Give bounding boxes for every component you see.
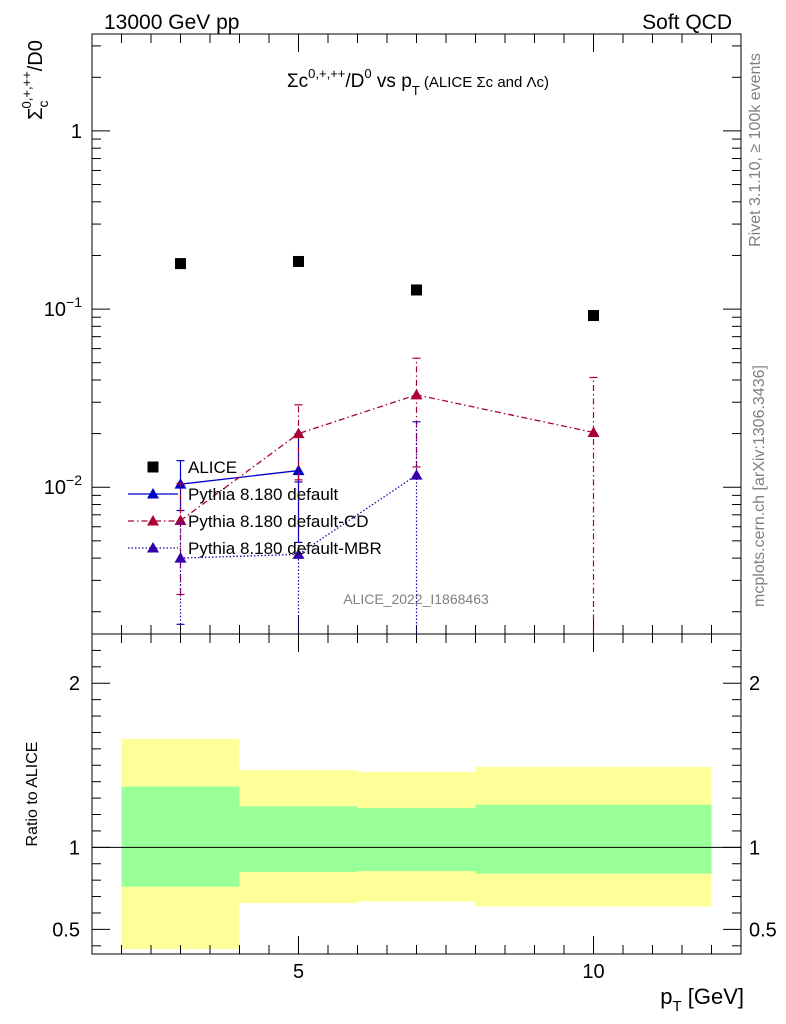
series-line <box>180 394 594 522</box>
ratio-y-tick-label-right: 2 <box>749 673 760 695</box>
ratio-plot-frame <box>91 633 742 955</box>
header-process-label: Soft QCD <box>642 11 732 34</box>
legend-item: ALICE <box>147 458 237 477</box>
series-0 <box>175 255 599 322</box>
main-plot-title: Σc0,+,++/D0 vs pT (ALICE Σc and Λc) <box>287 66 549 98</box>
ratio-y-tick-label-right: 1 <box>749 837 760 859</box>
ratio-uncertainty-bands <box>121 739 712 950</box>
ratio-axis-ticks <box>92 634 741 954</box>
legend-item: Pythia 8.180 default-MBR <box>128 539 382 558</box>
legend-label: Pythia 8.180 default-MBR <box>188 539 382 558</box>
inner-band <box>239 806 358 872</box>
data-point <box>292 548 305 559</box>
main-y-axis-label: Σc0,+,++/D0 <box>19 40 51 120</box>
svg-text:Σc0,+,++/D0: Σc0,+,++/D0 <box>19 40 51 120</box>
legend-item: Pythia 8.180 default-CD <box>128 512 369 531</box>
data-point <box>588 310 599 322</box>
ratio-y-tick-labels: 2 2 1 1 0.5 0.5 <box>52 673 777 941</box>
legend-item: Pythia 8.180 default <box>128 485 339 504</box>
data-point <box>292 427 305 439</box>
rivet-version-label: Rivet 3.1.10, ≥ 100k events <box>747 53 764 247</box>
legend: ALICE Pythia 8.180 default Pythia 8.180 de… <box>128 458 382 558</box>
x-tick-label: 10 <box>582 961 604 983</box>
ratio-y-tick-label-left: 1 <box>69 837 80 859</box>
data-point <box>410 469 423 480</box>
data-point <box>410 388 423 400</box>
inner-band <box>357 807 476 872</box>
y-tick-label: 10−2 <box>44 472 82 499</box>
legend-marker <box>147 488 159 499</box>
main-y-tick-labels: 1 10−1 10−2 <box>44 121 82 499</box>
legend-marker <box>147 542 159 553</box>
header-energy-label: 13000 GeV pp <box>104 11 239 34</box>
mcplots-citation-label: mcplots.cern.ch [arXiv:1306.3436] <box>751 365 768 607</box>
main-axis-ticks <box>92 34 741 634</box>
y-tick-label: 10−1 <box>44 294 82 321</box>
y-tick-label: 1 <box>71 121 82 143</box>
series-3 <box>174 421 423 634</box>
ratio-y-axis-label: Ratio to ALICE <box>24 742 41 847</box>
inner-band <box>475 804 712 874</box>
main-data-series <box>174 255 600 634</box>
data-point <box>175 258 186 270</box>
data-point <box>587 426 600 437</box>
x-tick-labels: 5 10 <box>293 961 605 983</box>
inner-band <box>121 786 240 887</box>
ratio-y-tick-label-left: 2 <box>69 673 80 695</box>
legend-label: ALICE <box>188 458 237 477</box>
legend-label: Pythia 8.180 default <box>188 485 339 504</box>
data-point <box>293 255 304 267</box>
series-line <box>180 474 417 559</box>
legend-label: Pythia 8.180 default-CD <box>188 512 369 531</box>
data-point <box>174 552 187 563</box>
ratio-y-tick-label-right: 0.5 <box>749 919 777 941</box>
x-tick-label: 5 <box>293 961 304 983</box>
x-axis-label: pT [GeV] <box>660 984 744 1015</box>
ratio-plot-panel: 2 2 1 1 0.5 0.5 5 10 Ratio to ALICE pT [GeV] <box>24 633 777 1015</box>
legend-marker <box>147 461 159 473</box>
legend-marker <box>147 515 159 526</box>
data-point <box>411 284 422 296</box>
main-plot-panel: Σc0,+,++/D0 vs pT (ALICE Σc and Λc) ALIC… <box>19 33 742 635</box>
ratio-y-tick-label-left: 0.5 <box>52 919 80 941</box>
